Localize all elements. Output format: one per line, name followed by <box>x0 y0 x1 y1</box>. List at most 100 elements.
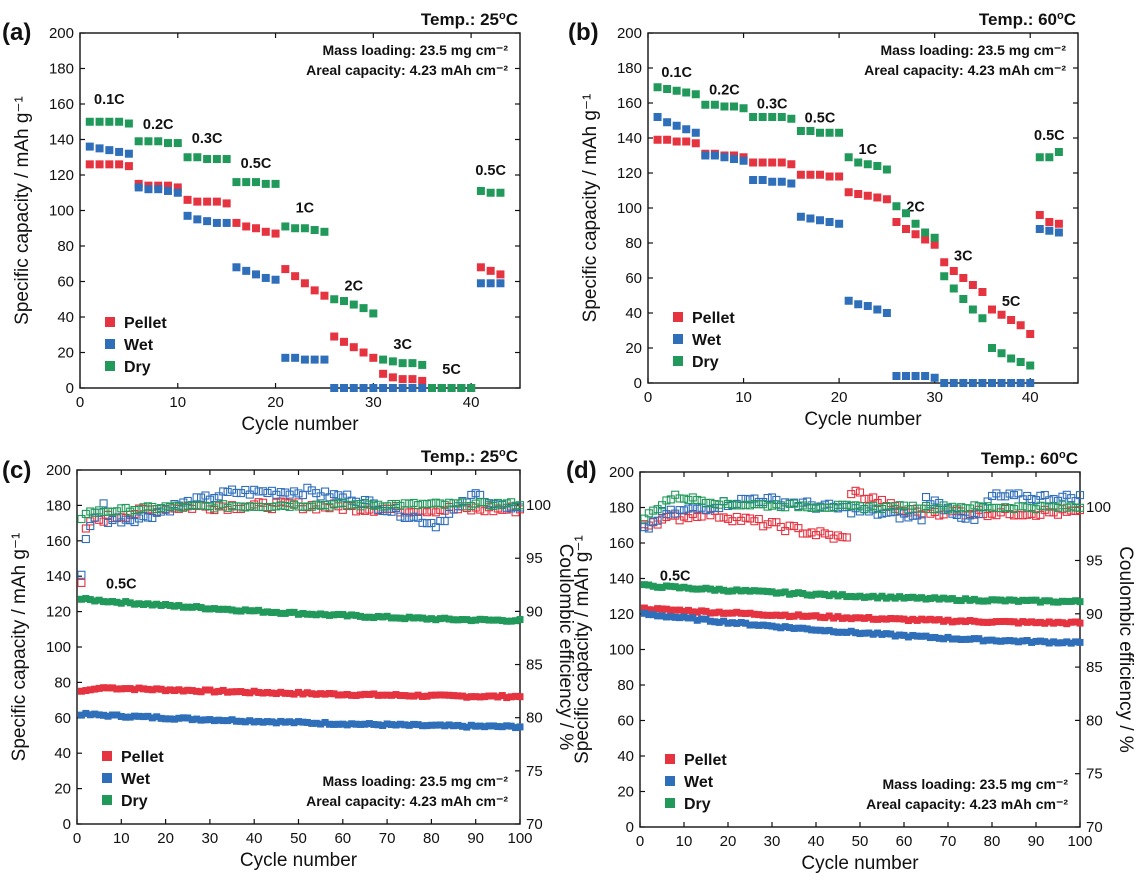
capacity-point-pellet <box>1001 617 1009 625</box>
capacity-point-pellet <box>676 606 684 614</box>
capacity-point-wet <box>772 623 780 631</box>
capacity-point-pellet <box>1014 619 1022 627</box>
capacity-point-pellet <box>711 609 719 617</box>
capacity-point-wet <box>693 616 701 624</box>
data-point-pellet <box>183 195 192 204</box>
ce-point-dry <box>1001 503 1010 512</box>
ce-point-pellet <box>684 514 693 523</box>
capacity-point-dry <box>188 603 196 611</box>
data-point-pellet <box>1007 316 1016 324</box>
rate-label: 1C <box>859 142 878 158</box>
ce-point-dry <box>298 502 307 511</box>
y-tick-label: 120 <box>49 167 74 184</box>
capacity-point-wet <box>803 625 811 633</box>
ce-point-dry <box>86 507 95 516</box>
y-tick-label: 60 <box>617 713 634 730</box>
data-point-dry <box>796 127 805 135</box>
capacity-point-pellet <box>131 686 139 694</box>
capacity-point-wet <box>786 624 794 632</box>
capacity-point-dry <box>786 590 794 598</box>
capacity-point-pellet <box>77 687 85 695</box>
data-point-dry <box>902 209 910 218</box>
ce-point-dry <box>952 504 961 513</box>
data-point-pellet <box>408 375 417 384</box>
capacity-point-wet <box>750 621 758 629</box>
capacity-point-dry <box>184 603 192 611</box>
data-point-pellet <box>682 137 691 146</box>
capacity-point-pellet <box>649 606 657 614</box>
capacity-point-dry <box>401 615 409 623</box>
capacity-point-wet <box>330 720 338 728</box>
ce-point-wet <box>476 490 485 499</box>
capacity-point-dry <box>1076 598 1084 606</box>
capacity-point-pellet <box>654 605 662 613</box>
ce-point-pellet <box>763 520 772 529</box>
ce-point-dry <box>803 503 812 512</box>
ce-point-wet <box>904 513 913 522</box>
capacity-point-dry <box>645 581 653 589</box>
data-point-dry <box>222 155 231 164</box>
data-point-dry <box>437 384 446 392</box>
ce-point-wet <box>772 495 781 504</box>
y-tick-label: 0 <box>66 380 74 397</box>
capacity-point-dry <box>799 589 807 597</box>
temperature-unit-c: C <box>506 10 518 29</box>
capacity-point-dry <box>1028 596 1036 604</box>
ce-point-wet <box>254 487 263 496</box>
y-tick-label: 20 <box>625 340 642 357</box>
ce-point-dry <box>816 503 825 512</box>
capacity-point-wet <box>232 717 240 725</box>
capacity-point-pellet <box>891 615 899 623</box>
capacity-point-wet <box>962 635 970 643</box>
capacity-point-dry <box>241 606 249 614</box>
temperature-label: Temp.: 25oC <box>421 10 518 29</box>
capacity-point-wet <box>334 720 342 728</box>
capacity-point-wet <box>733 619 741 627</box>
capacity-point-pellet <box>162 687 170 695</box>
capacity-point-pellet <box>188 687 196 695</box>
capacity-point-pellet <box>944 616 952 624</box>
capacity-point-wet <box>370 720 378 728</box>
capacity-point-dry <box>689 585 697 593</box>
ce-point-dry <box>860 505 869 514</box>
y2-tick-label: 80 <box>526 710 543 727</box>
ce-point-pellet <box>781 527 790 536</box>
capacity-point-wet <box>869 630 877 638</box>
data-point-wet <box>476 279 485 288</box>
capacity-point-dry <box>1067 597 1075 605</box>
ce-point-pellet <box>706 511 715 520</box>
ce-point-dry <box>649 506 658 515</box>
temperature-unit-o: o <box>499 10 506 22</box>
capacity-point-dry <box>847 592 855 600</box>
data-point-pellet <box>115 160 124 169</box>
data-point-dry <box>418 360 427 369</box>
capacity-point-dry <box>878 592 886 600</box>
data-point-wet <box>806 214 815 223</box>
capacity-point-wet <box>100 711 108 719</box>
y-tick-label: 0 <box>626 819 634 836</box>
capacity-point-pellet <box>445 691 453 699</box>
capacity-point-wet <box>640 609 648 617</box>
capacity-point-pellet <box>463 693 471 701</box>
ce-point-dry <box>161 502 170 511</box>
chart-panel-3: 0 10 20 30 40 50 60 70 80 90 100 0 20 40 60 80 100 120 140… <box>566 449 1136 874</box>
capacity-point-pellet <box>82 687 90 695</box>
ce-point-pellet <box>298 505 307 514</box>
capacity-point-wet <box>308 719 316 727</box>
data-point-dry <box>212 155 221 164</box>
capacity-point-wet <box>215 716 223 724</box>
data-point-dry <box>988 344 996 352</box>
ce-point-dry <box>307 502 316 511</box>
capacity-point-pellet <box>374 691 382 699</box>
capacity-point-wet <box>706 617 714 625</box>
ce-point-dry <box>820 503 829 512</box>
capacity-point-pellet <box>900 615 908 623</box>
ce-point-pellet <box>360 506 370 515</box>
temperature-unit-o: o <box>499 447 506 459</box>
y-tick-label: 20 <box>57 345 74 362</box>
capacity-point-pellet <box>997 618 1005 626</box>
chart-panel-0: 0 10 20 30 40 0 20 40 60 80 100 120 140 160 180 200 Cycl… <box>2 10 521 435</box>
capacity-point-dry <box>144 600 152 608</box>
y2-tick-label: 85 <box>1086 659 1103 676</box>
capacity-point-dry <box>808 591 816 599</box>
